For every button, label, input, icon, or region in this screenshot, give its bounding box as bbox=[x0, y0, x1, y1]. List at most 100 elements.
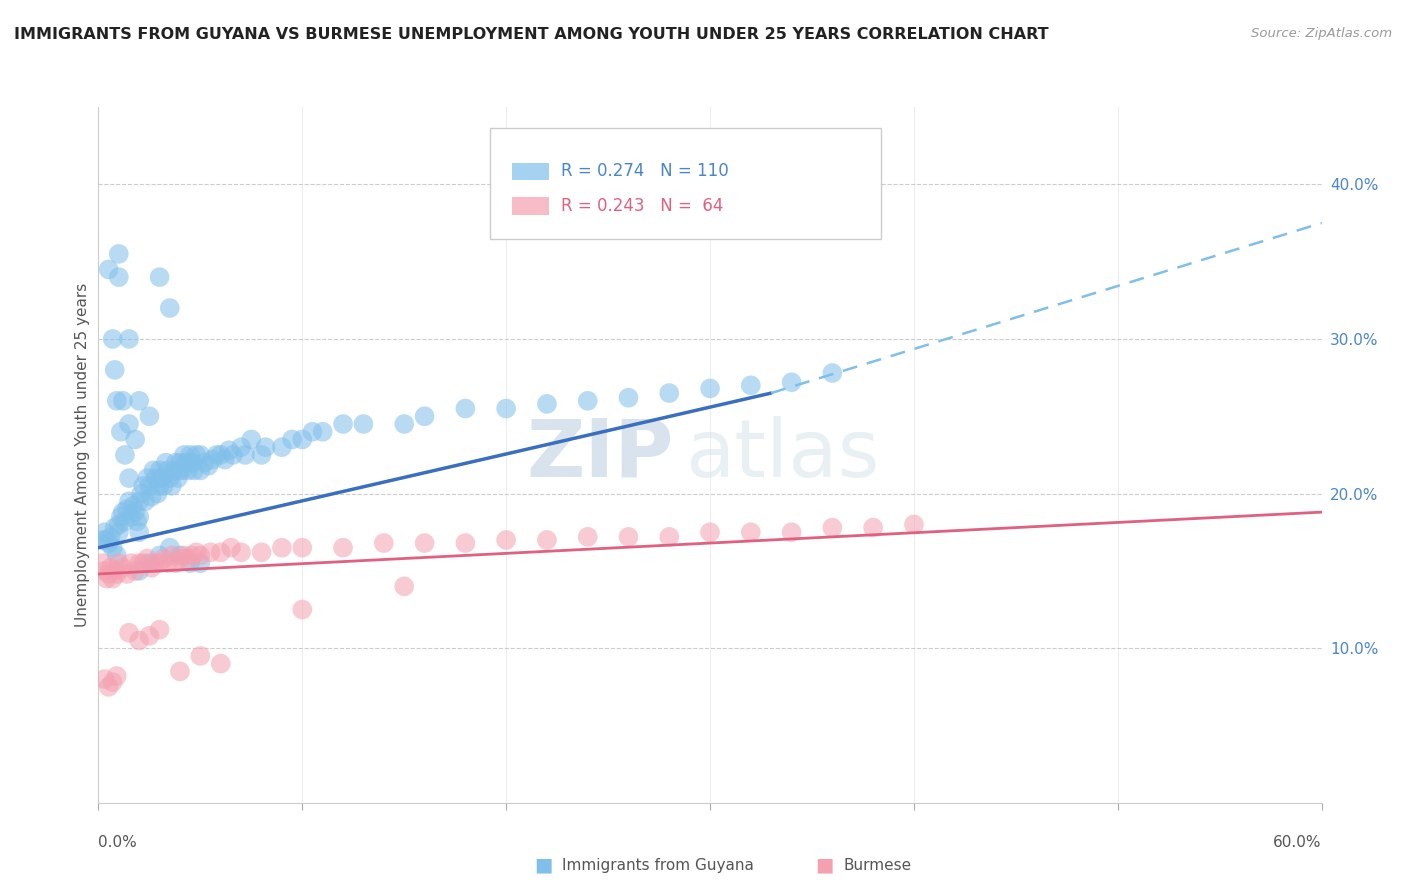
Text: IMMIGRANTS FROM GUYANA VS BURMESE UNEMPLOYMENT AMONG YOUTH UNDER 25 YEARS CORREL: IMMIGRANTS FROM GUYANA VS BURMESE UNEMPL… bbox=[14, 27, 1049, 42]
Y-axis label: Unemployment Among Youth under 25 years: Unemployment Among Youth under 25 years bbox=[75, 283, 90, 627]
Point bbox=[93, 564, 115, 578]
Point bbox=[156, 556, 179, 570]
Point bbox=[188, 463, 212, 477]
Point bbox=[352, 417, 374, 431]
Point bbox=[104, 520, 127, 534]
Point bbox=[100, 561, 122, 575]
Point bbox=[658, 530, 681, 544]
Point bbox=[138, 556, 160, 570]
Point bbox=[91, 556, 114, 570]
FancyBboxPatch shape bbox=[489, 128, 882, 239]
Point bbox=[392, 579, 416, 593]
Point bbox=[163, 463, 186, 477]
Point bbox=[128, 564, 150, 578]
Point bbox=[96, 533, 118, 547]
Point bbox=[118, 494, 141, 508]
Point bbox=[122, 499, 145, 513]
Point bbox=[159, 301, 181, 315]
Text: ZIP: ZIP bbox=[526, 416, 673, 494]
Point bbox=[105, 549, 128, 563]
Point bbox=[821, 520, 844, 534]
Point bbox=[97, 262, 120, 277]
Point bbox=[495, 533, 517, 547]
Text: 60.0%: 60.0% bbox=[1274, 836, 1322, 850]
Point bbox=[177, 463, 200, 477]
Point bbox=[186, 448, 208, 462]
Point bbox=[165, 456, 187, 470]
Point bbox=[128, 633, 150, 648]
Text: Immigrants from Guyana: Immigrants from Guyana bbox=[562, 858, 754, 872]
Point bbox=[134, 494, 156, 508]
Point bbox=[536, 533, 558, 547]
Point bbox=[821, 366, 844, 380]
Point bbox=[138, 409, 160, 424]
Point bbox=[250, 448, 273, 462]
Point bbox=[240, 433, 263, 447]
Point bbox=[159, 471, 181, 485]
Point bbox=[214, 452, 236, 467]
Point bbox=[165, 556, 187, 570]
Point bbox=[108, 517, 131, 532]
Point bbox=[332, 541, 354, 555]
Point bbox=[97, 566, 120, 581]
Point bbox=[617, 391, 640, 405]
Point bbox=[209, 448, 232, 462]
Point bbox=[392, 417, 416, 431]
Point bbox=[173, 549, 195, 563]
Point bbox=[138, 479, 160, 493]
Point bbox=[169, 463, 191, 477]
Point bbox=[138, 629, 160, 643]
Point bbox=[105, 566, 128, 581]
Point bbox=[250, 545, 273, 559]
Point bbox=[142, 463, 165, 477]
Point bbox=[169, 551, 191, 566]
Point bbox=[179, 556, 201, 570]
Point bbox=[174, 456, 197, 470]
Text: Burmese: Burmese bbox=[844, 858, 911, 872]
Point bbox=[332, 417, 354, 431]
Point bbox=[128, 393, 150, 408]
Point bbox=[124, 505, 146, 519]
Point bbox=[169, 456, 191, 470]
Point bbox=[120, 509, 142, 524]
Point bbox=[128, 556, 150, 570]
Point bbox=[183, 463, 205, 477]
Point bbox=[413, 409, 436, 424]
Point bbox=[699, 525, 721, 540]
Point bbox=[127, 515, 149, 529]
Text: R = 0.274   N = 110: R = 0.274 N = 110 bbox=[561, 162, 728, 180]
Point bbox=[291, 541, 314, 555]
Point bbox=[197, 458, 219, 473]
Point bbox=[200, 545, 222, 559]
Point bbox=[93, 525, 115, 540]
Point bbox=[780, 525, 803, 540]
Point bbox=[188, 648, 212, 663]
Point bbox=[270, 440, 294, 454]
Point bbox=[254, 440, 277, 454]
Text: ■: ■ bbox=[534, 855, 553, 875]
Point bbox=[173, 448, 195, 462]
Point bbox=[159, 541, 181, 555]
Point bbox=[179, 448, 201, 462]
Point bbox=[149, 270, 172, 285]
Point bbox=[118, 625, 141, 640]
Point bbox=[104, 363, 127, 377]
Point bbox=[205, 448, 228, 462]
Point bbox=[149, 623, 172, 637]
Point bbox=[110, 509, 132, 524]
Point bbox=[160, 479, 183, 493]
Point bbox=[740, 378, 762, 392]
Point bbox=[188, 549, 212, 563]
Point bbox=[145, 471, 167, 485]
Point bbox=[93, 672, 115, 686]
Point bbox=[128, 525, 150, 540]
Point bbox=[454, 401, 477, 416]
Point bbox=[149, 549, 172, 563]
Point bbox=[104, 564, 127, 578]
Point bbox=[209, 657, 232, 671]
Point bbox=[233, 448, 256, 462]
Point bbox=[149, 556, 172, 570]
Point bbox=[120, 556, 142, 570]
Point bbox=[118, 471, 141, 485]
Point bbox=[291, 602, 314, 616]
